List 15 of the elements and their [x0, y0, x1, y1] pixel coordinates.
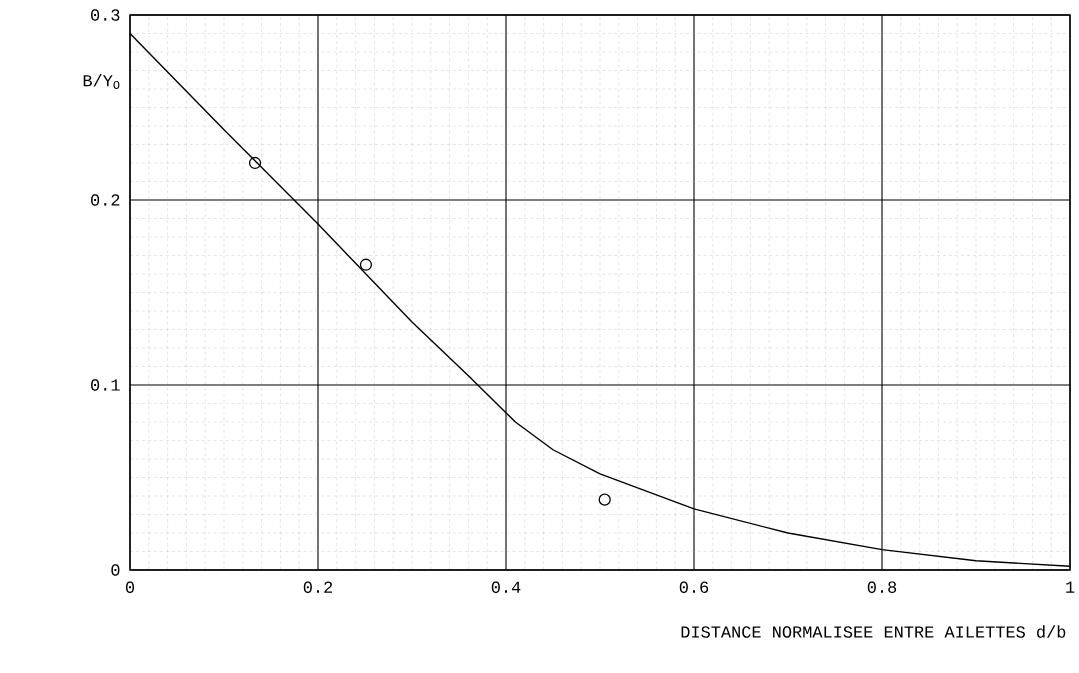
y-tick-label: 0.1 — [91, 379, 120, 391]
point — [359, 258, 373, 271]
y-tick-label: 0 — [111, 564, 120, 576]
x-tick-label: 0.6 — [679, 581, 709, 593]
x-axis-title: DISTANCE NORMALISEE ENTRE AILETTES d/b — [681, 625, 1066, 638]
y-tick-label: 0.2 — [91, 194, 120, 206]
y-tick-label: 0.3 — [91, 9, 120, 21]
x-tick-label: 0.8 — [867, 581, 897, 593]
x-tick-label: 0.2 — [303, 581, 333, 593]
x-tick-label: 0.4 — [491, 581, 521, 593]
y-axis-title: B/Y$_{O}$ — [83, 74, 120, 89]
x-tick-label: 0 — [125, 581, 135, 593]
point — [248, 156, 262, 170]
x-tick-label: 1 — [1066, 581, 1075, 593]
point — [598, 493, 611, 506]
